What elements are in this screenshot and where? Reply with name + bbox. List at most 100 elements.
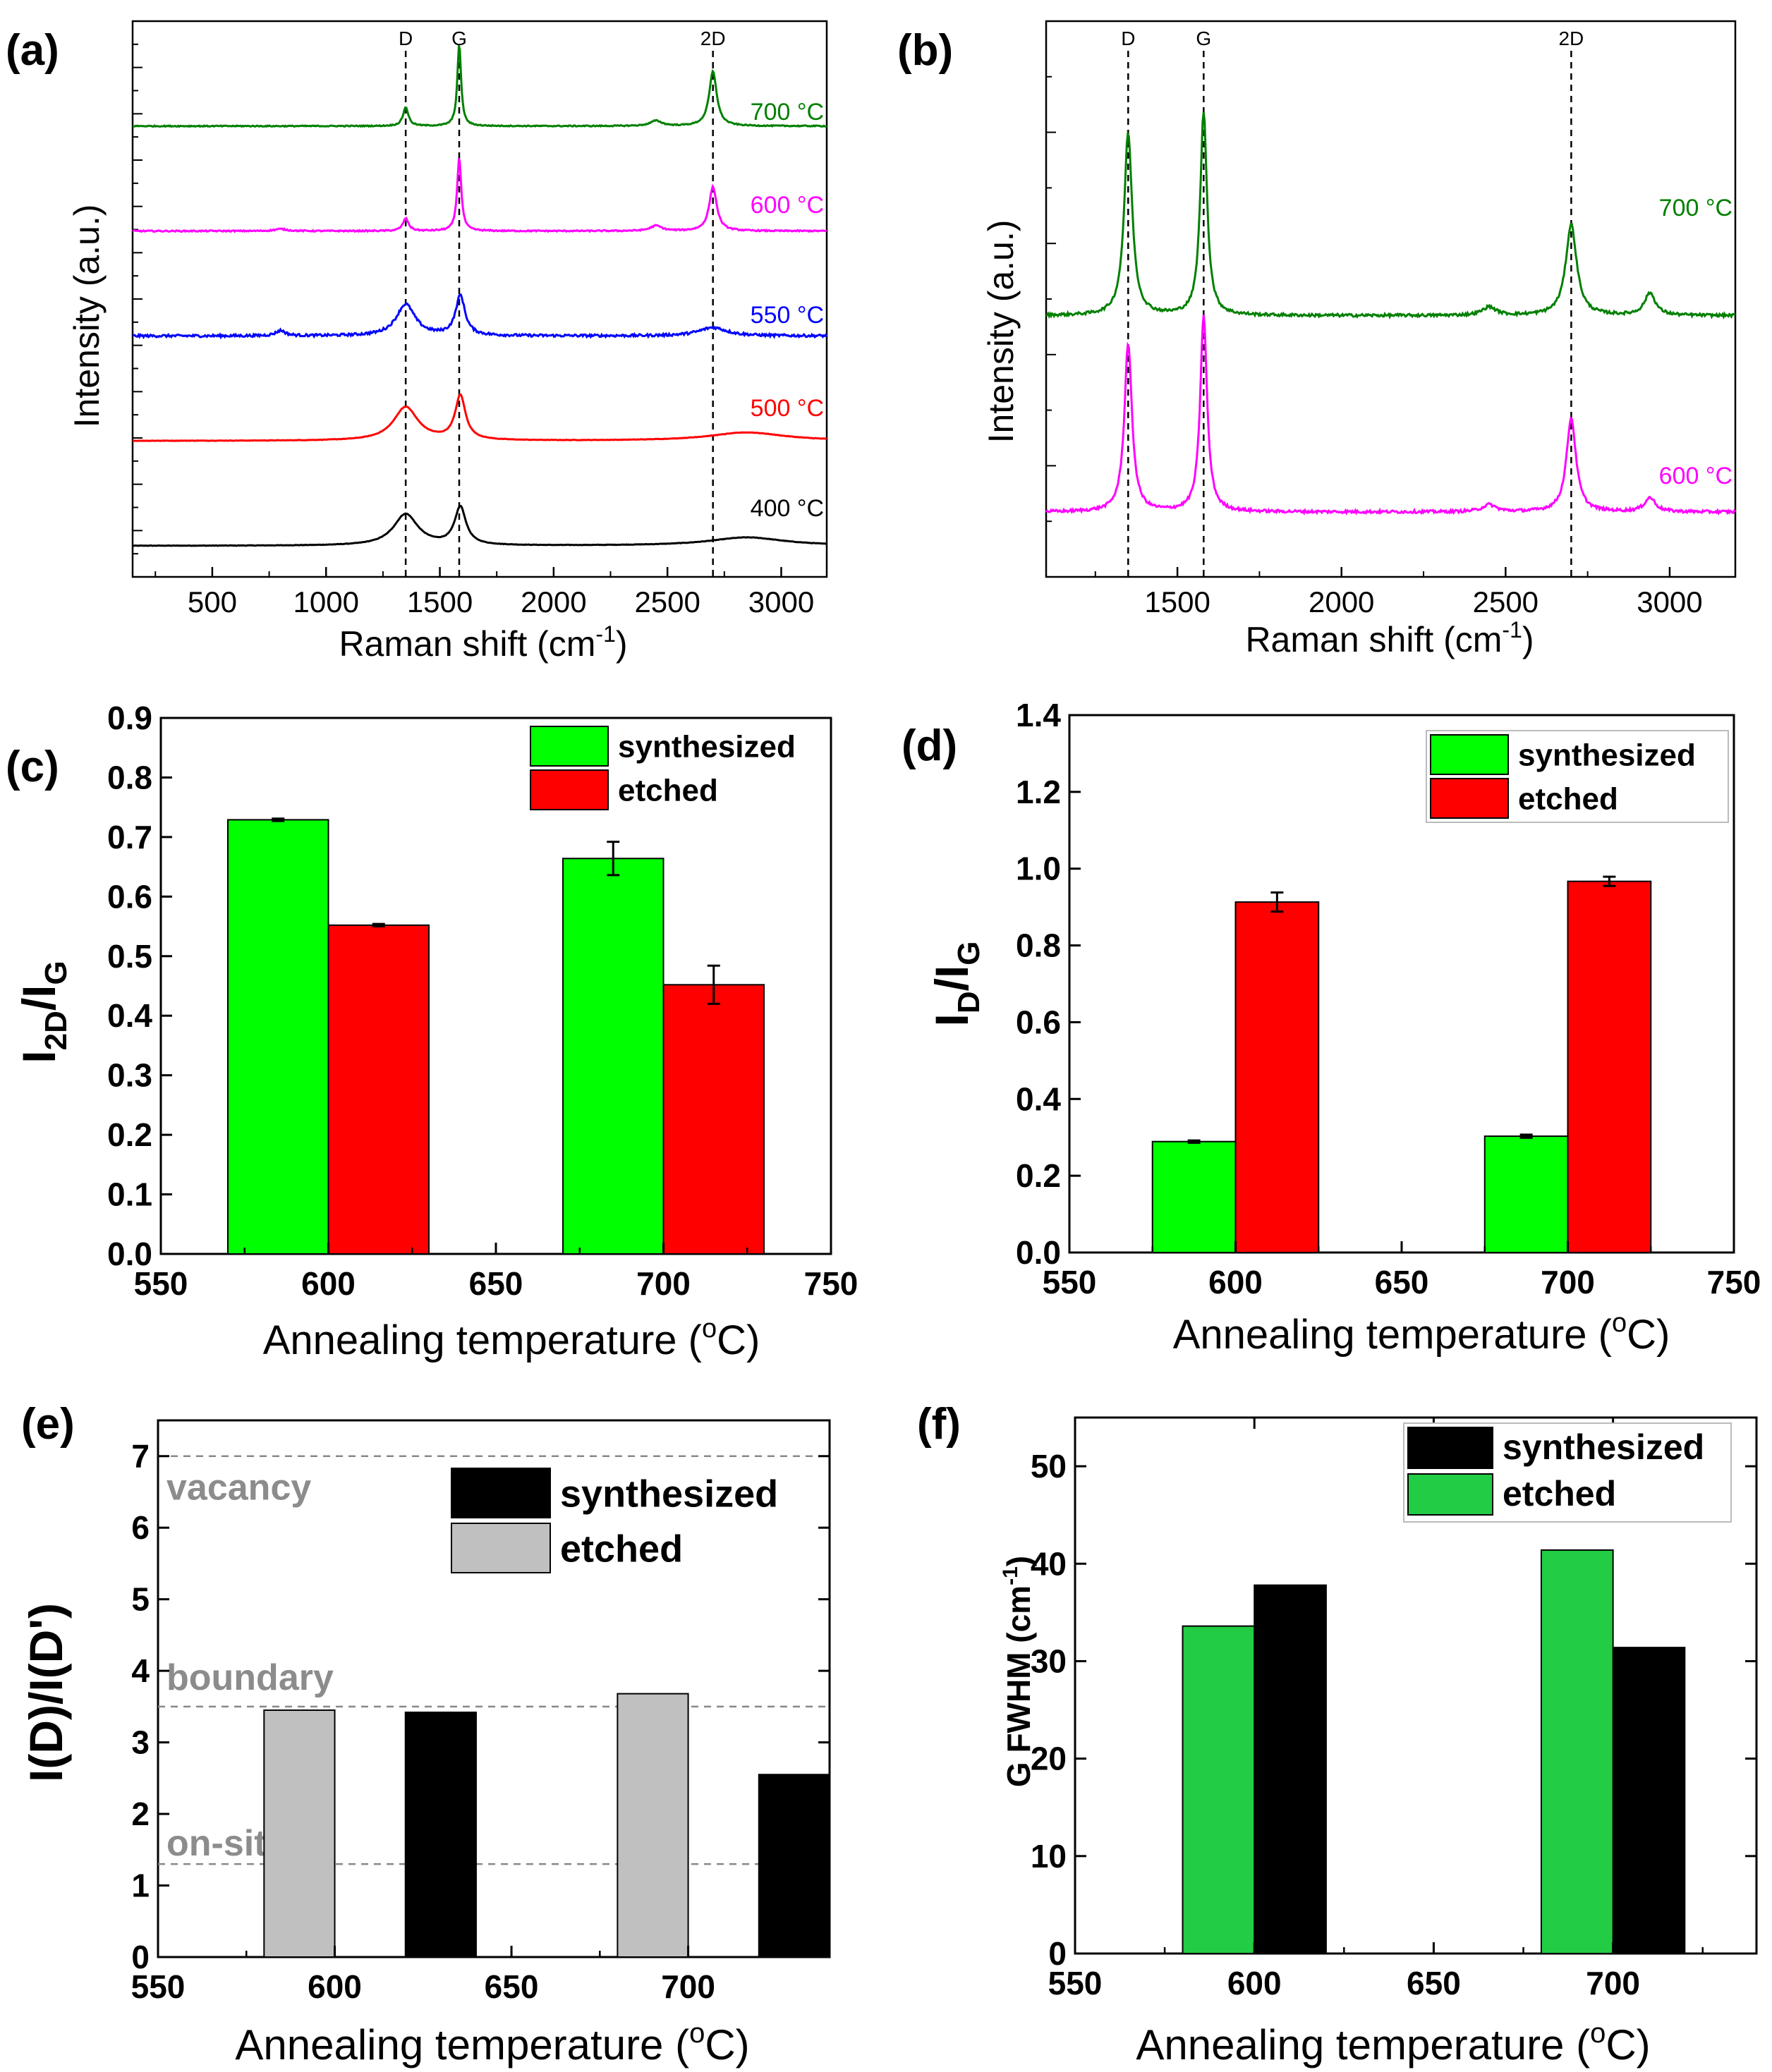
panel-c-plot-area: 550 600 650 700 750 0.0 0.1 0.2 0.3 0.4 0.5 0.6 0.7 0… — [107, 700, 858, 1302]
panel-c-y-tick-label: 0.1 — [107, 1176, 152, 1213]
panel-a-peak-label-D: D — [399, 28, 413, 49]
panel-a-x-tick-label: 1000 — [293, 585, 359, 618]
panel-c-y-label-i: I — [13, 1050, 65, 1063]
panel-e-y-axis-label: I(D)/I(D') — [20, 1603, 72, 1782]
panel-f-legend-swatch-synthesized — [1407, 1427, 1493, 1469]
panel-d-y-axis-label: ID/IG — [926, 941, 986, 1026]
panel-d-legend-label-synthesized: synthesized — [1518, 738, 1696, 773]
panel-f-x-label-end: C) — [1606, 2021, 1650, 2068]
panel-e-y-tick-label: 3 — [131, 1724, 150, 1761]
panel-c-x-tick-label: 700 — [636, 1265, 691, 1302]
panel-c-bar-etched — [662, 984, 765, 1255]
panel-f-bar-etched — [1182, 1625, 1256, 1954]
panel-c-x-tick-label: 750 — [804, 1265, 858, 1302]
panel-a-x-tick-label: 2500 — [634, 585, 700, 618]
panel-e-x-axis-label: Annealing temperature (oC) — [235, 2018, 749, 2068]
panel-f-x-tick-label: 700 — [1586, 1965, 1640, 2001]
panel-c-y-tick-label: 0.2 — [107, 1116, 152, 1153]
panel-f-bar-synthesized — [1254, 1584, 1327, 1954]
panel-d-y-tick-label: 0.2 — [1016, 1157, 1061, 1194]
panel-c-legend-swatch-etched — [530, 769, 609, 810]
panel-d-bar-etched — [1234, 901, 1320, 1253]
panel-f-frame — [1074, 1416, 1758, 1955]
panel-d-y-tick-label: 1.4 — [1016, 697, 1061, 733]
panel-f-bar-synthesized — [1612, 1647, 1686, 1955]
panel-d-y-label-sub1: D — [952, 991, 986, 1013]
panel-a-x-tick-label: 2000 — [521, 585, 586, 618]
panel-a-series-label: 700 °C — [751, 99, 824, 126]
panel-b-x-axis-label: Raman shift (cm-1) — [1245, 617, 1534, 659]
panel-b-x-label-text: Raman shift (cm — [1245, 620, 1502, 659]
panel-a-series-line — [132, 45, 827, 128]
panel-b-frame — [1045, 20, 1737, 578]
panel-e-ref-label-boundary: boundary — [166, 1657, 334, 1698]
panel-f-legend-label-synthesized: synthesized — [1503, 1427, 1704, 1467]
panel-c-y-tick-label: 0.8 — [107, 759, 152, 796]
panel-c-y-label-mid: /I — [13, 985, 65, 1011]
panel-d-x-tick-label: 650 — [1375, 1264, 1429, 1300]
panel-a-series-label: 600 °C — [751, 192, 824, 219]
panel-d-y-tick-label: 0.8 — [1016, 927, 1061, 964]
panel-f-y-tick-label: 0 — [1048, 1935, 1067, 1972]
panel-c-x-tick-label: 600 — [301, 1265, 356, 1302]
panel-b-x-tick-label: 3000 — [1637, 585, 1702, 618]
panel-a-x-label-end: ) — [616, 624, 628, 664]
panel-a-x-tick-label: 3000 — [748, 585, 814, 618]
panel-e-legend-label-etched: etched — [560, 1528, 683, 1571]
panel-d-x-label-sup: o — [1612, 1308, 1627, 1338]
panel-f-x-label-sup: o — [1590, 2018, 1606, 2049]
panel-c-x-tick-label: 650 — [469, 1265, 523, 1302]
panel-a-series-label: 400 °C — [751, 495, 824, 522]
panel-b-label: (b) — [897, 26, 953, 75]
panel-f-x-label-text: Annealing temperature ( — [1136, 2021, 1590, 2068]
panel-d-x-label-text: Annealing temperature ( — [1173, 1312, 1612, 1358]
panel-e-y-tick-label: 4 — [131, 1652, 150, 1689]
panel-f-legend-label-etched: etched — [1503, 1474, 1616, 1513]
panel-c-x-axis-label: Annealing temperature (oC) — [263, 1314, 760, 1363]
panel-a-frame — [131, 20, 828, 578]
panel-e-y-tick-label: 0 — [131, 1939, 150, 1975]
panel-e-x-label-text: Annealing temperature ( — [235, 2021, 689, 2068]
panel-b-series-label: 600 °C — [1659, 463, 1732, 489]
panel-b-y-axis-label: Intensity (a.u.) — [981, 220, 1021, 444]
panel-c-bar-synthesized — [227, 819, 329, 1255]
panel-a-x-label-sup: -1 — [595, 621, 615, 647]
panel-c-x-label-text: Annealing temperature ( — [263, 1317, 702, 1363]
panel-f-y-tick-label: 10 — [1031, 1838, 1067, 1875]
panel-c-x-tick-label: 550 — [134, 1265, 188, 1302]
panel-f-y-tick-label: 40 — [1031, 1545, 1067, 1582]
panel-b-plot-area: 1500 2000 2500 3000 D G 2D 600 °C 700 °C — [1045, 20, 1737, 618]
panel-c-y-label-sub1: 2D — [39, 1011, 73, 1050]
panel-d-x-axis-label: Annealing temperature (oC) — [1173, 1308, 1670, 1358]
panel-c-y-tick-label: 0.5 — [107, 938, 152, 975]
panel-e-legend-swatch-synthesized — [451, 1468, 551, 1518]
panel-c-legend-label-etched: etched — [618, 774, 718, 808]
panel-e-y-tick-label: 5 — [131, 1581, 150, 1618]
panel-b-peak-label-G: G — [1196, 28, 1211, 49]
panel-c-bar-etched — [327, 924, 430, 1255]
panel-e-legend-label-synthesized: synthesized — [560, 1473, 778, 1516]
panel-b-x-label-end: ) — [1522, 620, 1534, 659]
panel-f-label: (f) — [917, 1400, 961, 1449]
panel-f-bar-etched — [1540, 1549, 1614, 1954]
panel-f-y-tick-label: 50 — [1031, 1448, 1067, 1485]
panel-d-y-tick-label: 0.4 — [1016, 1080, 1061, 1117]
panel-a-peak-label-2D: 2D — [700, 28, 726, 49]
panel-a-series-label: 500 °C — [751, 395, 824, 422]
panel-c-bar-synthesized — [562, 858, 664, 1255]
panel-d-x-tick-label: 700 — [1541, 1264, 1595, 1300]
panel-d-bar-synthesized — [1483, 1135, 1569, 1253]
panel-a-series-line — [133, 393, 827, 442]
panel-a-series-line — [132, 158, 827, 233]
panel-a-series-label: 550 °C — [751, 302, 824, 329]
panel-c-y-tick-label: 0.0 — [107, 1236, 152, 1272]
panel-c-y-tick-label: 0.9 — [107, 700, 152, 736]
panel-e-x-tick-label: 650 — [485, 1968, 539, 2005]
panel-e-legend-swatch-etched — [451, 1523, 551, 1573]
panel-f-y-label-sup: -1 — [999, 1566, 1022, 1585]
panel-e-bar-synthesized — [404, 1711, 477, 1958]
